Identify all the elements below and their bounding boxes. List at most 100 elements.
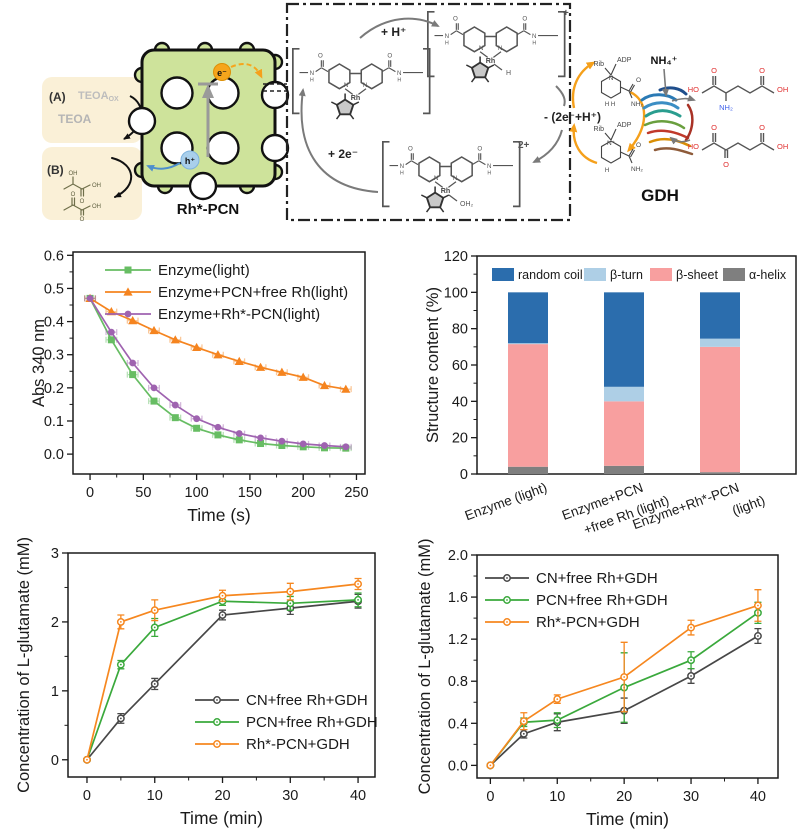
legend-item-label: random coil: [518, 268, 583, 282]
minus-2e-h-label: - (2e⁻+H⁺): [544, 110, 601, 124]
bar-segment: [604, 465, 644, 474]
energy-level-arrow: [198, 82, 218, 157]
abs340-legend: Enzyme(light) Enzyme+PCN+free Rh(light) En…: [105, 262, 348, 323]
x-tick-label: 100: [185, 485, 209, 501]
category-label: Enzyme (light): [463, 480, 549, 524]
y-tick-label: 1.2: [448, 632, 468, 648]
category-label: (light): [730, 493, 767, 519]
svg-text:H: H: [605, 168, 609, 174]
bar-segment: [700, 338, 740, 347]
svg-text:OH: OH: [777, 85, 788, 94]
y-tick-label: 40: [452, 394, 468, 410]
rh-pcn-label: Rh*-PCN: [177, 201, 240, 218]
reaction-scheme: O N H N N Rh O N H (A) TEOAOX TEOA (B): [42, 2, 788, 223]
hydride-ligand: H: [506, 70, 511, 77]
gdh-section: Rib ADP N H H O NH₂ Rib ADP N⁺ H O NH₂: [569, 55, 788, 205]
bar-segment: [700, 292, 740, 339]
bar-segment: [604, 386, 644, 402]
y-tick-label: 0.8: [448, 674, 468, 690]
legend-item-label: Enzyme+Rh*-PCN(light): [158, 306, 320, 323]
x-tick-label: 30: [282, 788, 298, 804]
legend-item-label: β-sheet: [676, 268, 718, 282]
nadh-structure: Rib ADP N H H O NH₂: [593, 57, 643, 108]
electron-badge: e⁻: [213, 63, 263, 81]
bar-segment: [508, 466, 548, 474]
y-axis-title: Concentration of L-glutamate (mM): [15, 537, 33, 793]
y-tick-label: 0.1: [44, 414, 64, 430]
panel-a-teoa-box: (A) TEOAOX TEOA: [42, 77, 143, 143]
y-tick-label: 0.4: [44, 315, 64, 331]
ketoglutarate-in-arrow: [669, 136, 691, 145]
x-tick-label: 0: [486, 789, 494, 805]
y-tick-label: 0.2: [44, 381, 64, 397]
x-tick-label: 50: [135, 485, 151, 501]
bar-segment: [700, 472, 740, 474]
legend-item-label: α-helix: [749, 268, 787, 282]
y-tick-label: 0.0: [448, 758, 468, 774]
x-tick-label: 0: [86, 485, 94, 501]
glutamate-concentration-chart-b: 0 10 20 30 40 0.0 0.4 0.8 1.2 1.6 2.0 Time (min) Con…: [416, 539, 779, 829]
svg-text:O: O: [711, 123, 717, 132]
svg-text:O: O: [80, 217, 85, 223]
pyruvate-structure: O OH O: [63, 192, 101, 223]
gdh-label: GDH: [641, 186, 679, 205]
nad-return-arrow: [569, 123, 598, 165]
y-tick-label: 1: [51, 684, 59, 700]
svg-text:O: O: [759, 123, 765, 132]
svg-text:OH: OH: [92, 204, 101, 210]
svg-text:N⁺: N⁺: [607, 140, 615, 147]
y-tick-label: 120: [444, 249, 468, 265]
legend-item-label: β-turn: [610, 268, 643, 282]
y-tick-label: 80: [452, 322, 468, 338]
legend-item-label: CN+free Rh+GDH: [246, 692, 368, 709]
x-tick-label: 10: [549, 789, 565, 805]
y-tick-label: 0.0: [44, 447, 64, 463]
ammonium-arrow: [662, 68, 670, 97]
glutamate-out-arrow: [671, 94, 696, 102]
nadh-regeneration-arrow: [571, 61, 596, 109]
teoa-ox-label: TEOAOX: [78, 90, 119, 103]
charge-2plus: 2+: [518, 140, 530, 151]
y-axis-title: Abs 340 nm: [30, 319, 48, 407]
glutamate_a-axes: 0 10 20 30 40 0 1 2 3 Time (min) Concentration of …: [15, 537, 376, 828]
panel-a-label: (A): [49, 90, 66, 104]
series-Rh*-PCN+GDH: [486, 589, 762, 770]
stacked-bars: [508, 292, 740, 474]
panel-b-label: (B): [47, 163, 64, 177]
svg-text:O: O: [71, 192, 76, 198]
svg-text:NH₂: NH₂: [719, 103, 733, 112]
svg-text:O: O: [636, 142, 641, 149]
bar-segment: [604, 401, 644, 466]
y-tick-label: 0.3: [44, 348, 64, 364]
y-tick-label: 2.0: [448, 548, 468, 564]
bar-segment: [604, 292, 644, 387]
legend-item-label: Enzyme+PCN+free Rh(light): [158, 284, 348, 301]
x-axis-title: Time (s): [187, 505, 251, 525]
x-tick-label: 20: [214, 788, 230, 804]
glutamate_b-axes: 0 10 20 30 40 0.0 0.4 0.8 1.2 1.6 2.0 Time (min) Con…: [416, 539, 779, 829]
svg-text:Rib: Rib: [593, 61, 604, 68]
y-tick-label: 60: [452, 358, 468, 374]
svg-text:N: N: [609, 75, 614, 82]
y-tick-label: 0.4: [448, 716, 468, 732]
pcn-mesh: e⁻ h⁺ Rh*-PCN: [127, 41, 290, 218]
svg-text:OH: OH: [777, 142, 788, 151]
rh-cycle-panel: H + OH₂ 2+ + H⁺ - (2e⁻+H⁺) + 2e⁻: [285, 2, 601, 222]
nad-plus-structure: Rib ADP N⁺ H O NH₂: [593, 122, 643, 174]
reduction-arrow: [111, 157, 133, 198]
bar-segment: [508, 292, 548, 344]
svg-text:O: O: [759, 66, 765, 75]
wire-dashes: [263, 83, 287, 92]
electron-transfer-arrow: [230, 63, 263, 79]
x-axis-title: Time (min): [586, 809, 669, 829]
bar-segment: [508, 343, 548, 345]
y-tick-label: 20: [452, 431, 468, 447]
x-tick-label: 20: [616, 789, 632, 805]
y-tick-label: 100: [444, 285, 468, 301]
svg-text:O: O: [636, 77, 641, 84]
svg-text:ADP: ADP: [617, 122, 632, 129]
protonation-arrow: [359, 17, 440, 39]
legend-item-label: Rh*-PCN+GDH: [536, 614, 640, 631]
lactate-structure: OH OH O: [63, 171, 101, 205]
